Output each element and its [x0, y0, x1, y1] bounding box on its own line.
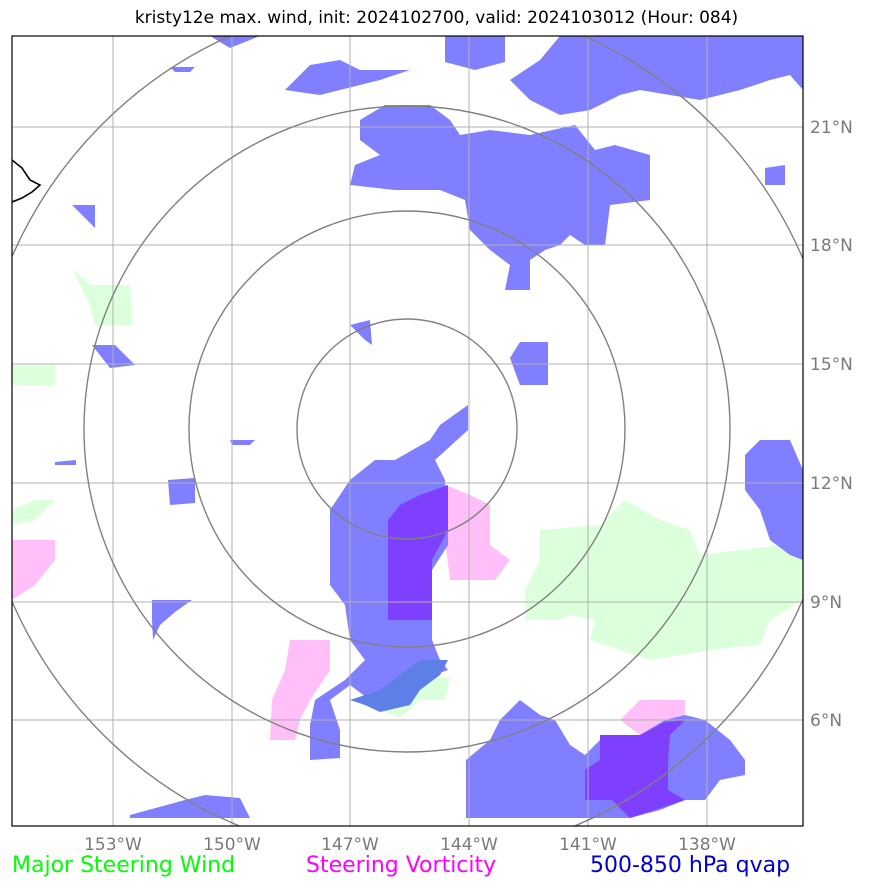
- lon-label: 138°W: [678, 835, 736, 855]
- longitude-labels: 153°W 150°W 147°W 144°W 141°W 138°W: [84, 835, 736, 855]
- lon-label: 147°W: [321, 835, 379, 855]
- lon-label: 141°W: [559, 835, 617, 855]
- legend-qvap: 500-850 hPa qvap: [590, 853, 791, 878]
- graticule: [12, 36, 803, 826]
- legend-steering-vorticity: Steering Vorticity: [306, 853, 497, 878]
- lon-label: 150°W: [203, 835, 261, 855]
- wind-qvap-overlap: [350, 660, 448, 712]
- lat-label: 12°N: [810, 474, 853, 494]
- lat-label: 6°N: [810, 711, 842, 731]
- steering-vorticity-areas: [12, 485, 685, 740]
- range-rings: [12, 36, 803, 826]
- vorticity-qvap-overlap: [388, 485, 685, 818]
- lat-label: 18°N: [810, 236, 853, 256]
- lat-label: 9°N: [810, 593, 842, 613]
- lon-label: 153°W: [84, 835, 142, 855]
- map-frame: [11, 35, 804, 827]
- legend-steering-wind: Major Steering Wind: [12, 853, 236, 878]
- latitude-labels: 21°N 18°N 15°N 12°N 9°N 6°N: [810, 118, 853, 731]
- qvap-areas: [55, 36, 803, 818]
- lat-label: 15°N: [810, 355, 853, 375]
- lon-label: 144°W: [440, 835, 498, 855]
- lat-label: 21°N: [810, 118, 853, 138]
- map-title: kristy12e max. wind, init: 2024102700, v…: [134, 8, 739, 28]
- coastline: [12, 159, 42, 203]
